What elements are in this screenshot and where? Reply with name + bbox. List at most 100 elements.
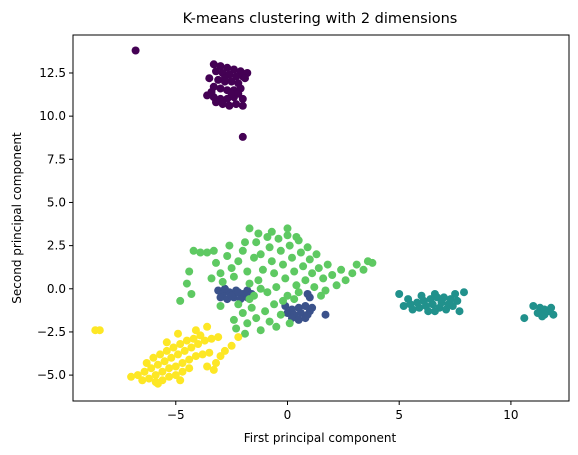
point-c0-19 <box>216 84 225 93</box>
y-tick-label-0: −5.0 <box>37 368 66 382</box>
point-c4-28 <box>156 350 165 359</box>
point-c1-27 <box>301 314 310 323</box>
point-c3-51 <box>341 276 350 285</box>
point-c3-38 <box>299 262 308 271</box>
point-c2-17 <box>455 307 464 316</box>
point-c4-33 <box>189 334 198 343</box>
point-c4-25 <box>198 350 207 359</box>
point-c3-49 <box>332 281 341 290</box>
point-c4-32 <box>182 336 191 345</box>
point-c4-5 <box>147 364 156 373</box>
point-c3-63 <box>247 303 256 312</box>
point-c4-46 <box>191 326 200 335</box>
point-c0-35 <box>227 89 236 98</box>
y-tick-label-6: 10.0 <box>39 109 66 123</box>
point-c3-10 <box>227 264 236 273</box>
point-c3-13 <box>238 246 247 255</box>
point-c3-53 <box>352 260 361 269</box>
point-c2-24 <box>460 288 468 297</box>
point-c3-82 <box>245 295 254 304</box>
point-c4-18 <box>151 371 160 380</box>
point-c3-30 <box>281 274 290 283</box>
point-c2-26 <box>404 295 413 304</box>
point-c3-78 <box>263 288 272 297</box>
point-c4-12 <box>194 340 203 348</box>
point-c4-50 <box>209 365 218 374</box>
point-c3-40 <box>303 243 312 252</box>
point-c0-31 <box>225 101 234 110</box>
point-c1-18 <box>301 302 310 310</box>
point-c2-22 <box>417 291 426 300</box>
point-c2-10 <box>408 305 417 314</box>
point-c3-56 <box>368 258 377 267</box>
point-c3-39 <box>301 276 310 285</box>
point-c0-5 <box>229 65 238 74</box>
point-c3-91 <box>216 302 225 310</box>
point-c3-67 <box>265 317 274 326</box>
point-c4-11 <box>187 343 196 352</box>
point-c3-60 <box>234 300 243 309</box>
point-c3-7 <box>216 269 225 278</box>
point-c3-73 <box>285 319 294 328</box>
point-c3-69 <box>272 322 281 331</box>
point-c1-11 <box>220 284 229 293</box>
point-c3-43 <box>310 283 319 292</box>
point-c0-28 <box>238 94 247 103</box>
point-c3-18 <box>252 238 261 247</box>
point-c3-80 <box>232 324 241 333</box>
point-c2-32 <box>549 310 558 319</box>
point-c4-23 <box>185 355 194 364</box>
point-c3-64 <box>252 314 261 323</box>
point-c3-5 <box>209 246 218 255</box>
point-c1-26 <box>294 315 303 324</box>
point-c4-45 <box>234 333 243 342</box>
cluster-2 <box>395 288 558 323</box>
point-c0-34 <box>220 74 229 83</box>
point-c4-14 <box>207 334 216 343</box>
point-c4-40 <box>185 364 194 373</box>
point-c4-54 <box>176 376 185 385</box>
point-c4-26 <box>205 348 214 357</box>
point-c3-77 <box>256 284 265 293</box>
point-c0-16 <box>227 77 236 86</box>
point-c3-75 <box>294 288 303 297</box>
point-c3-27 <box>274 234 283 243</box>
point-c2-25 <box>430 290 439 298</box>
x-tick-label-0: −5 <box>167 408 185 422</box>
point-c0-3 <box>216 62 225 71</box>
point-c3-57 <box>283 224 292 233</box>
x-tick-label-1: 0 <box>284 408 292 422</box>
point-c3-6 <box>207 274 216 283</box>
point-c0-37 <box>234 89 243 98</box>
point-c3-41 <box>305 255 314 264</box>
point-c0-13 <box>205 74 214 83</box>
point-c3-58 <box>245 224 254 233</box>
y-tick-label-7: 12.5 <box>39 66 66 80</box>
point-c4-52 <box>142 359 151 367</box>
point-c4-29 <box>162 346 171 355</box>
point-c3-23 <box>265 243 274 252</box>
point-c1-30 <box>303 290 312 298</box>
point-c0-14 <box>214 75 223 84</box>
point-c3-19 <box>256 250 265 259</box>
point-c3-29 <box>279 260 287 269</box>
point-c4-31 <box>176 340 185 348</box>
point-c3-26 <box>272 283 281 292</box>
point-c4-21 <box>171 362 180 371</box>
point-c2-19 <box>430 307 439 316</box>
point-c3-62 <box>243 319 252 328</box>
point-c3-88 <box>225 241 234 250</box>
point-c1-13 <box>234 288 243 297</box>
point-c3-68 <box>270 300 279 309</box>
point-c4-2 <box>127 372 136 381</box>
point-c3-28 <box>276 246 285 255</box>
points-layer <box>91 46 558 388</box>
point-c3-81 <box>241 329 249 338</box>
point-c3-11 <box>218 277 227 286</box>
point-c4-51 <box>203 362 212 371</box>
point-c4-16 <box>138 376 147 385</box>
point-c3-35 <box>292 281 301 290</box>
point-c3-71 <box>279 296 287 305</box>
plot-frame <box>72 34 570 402</box>
